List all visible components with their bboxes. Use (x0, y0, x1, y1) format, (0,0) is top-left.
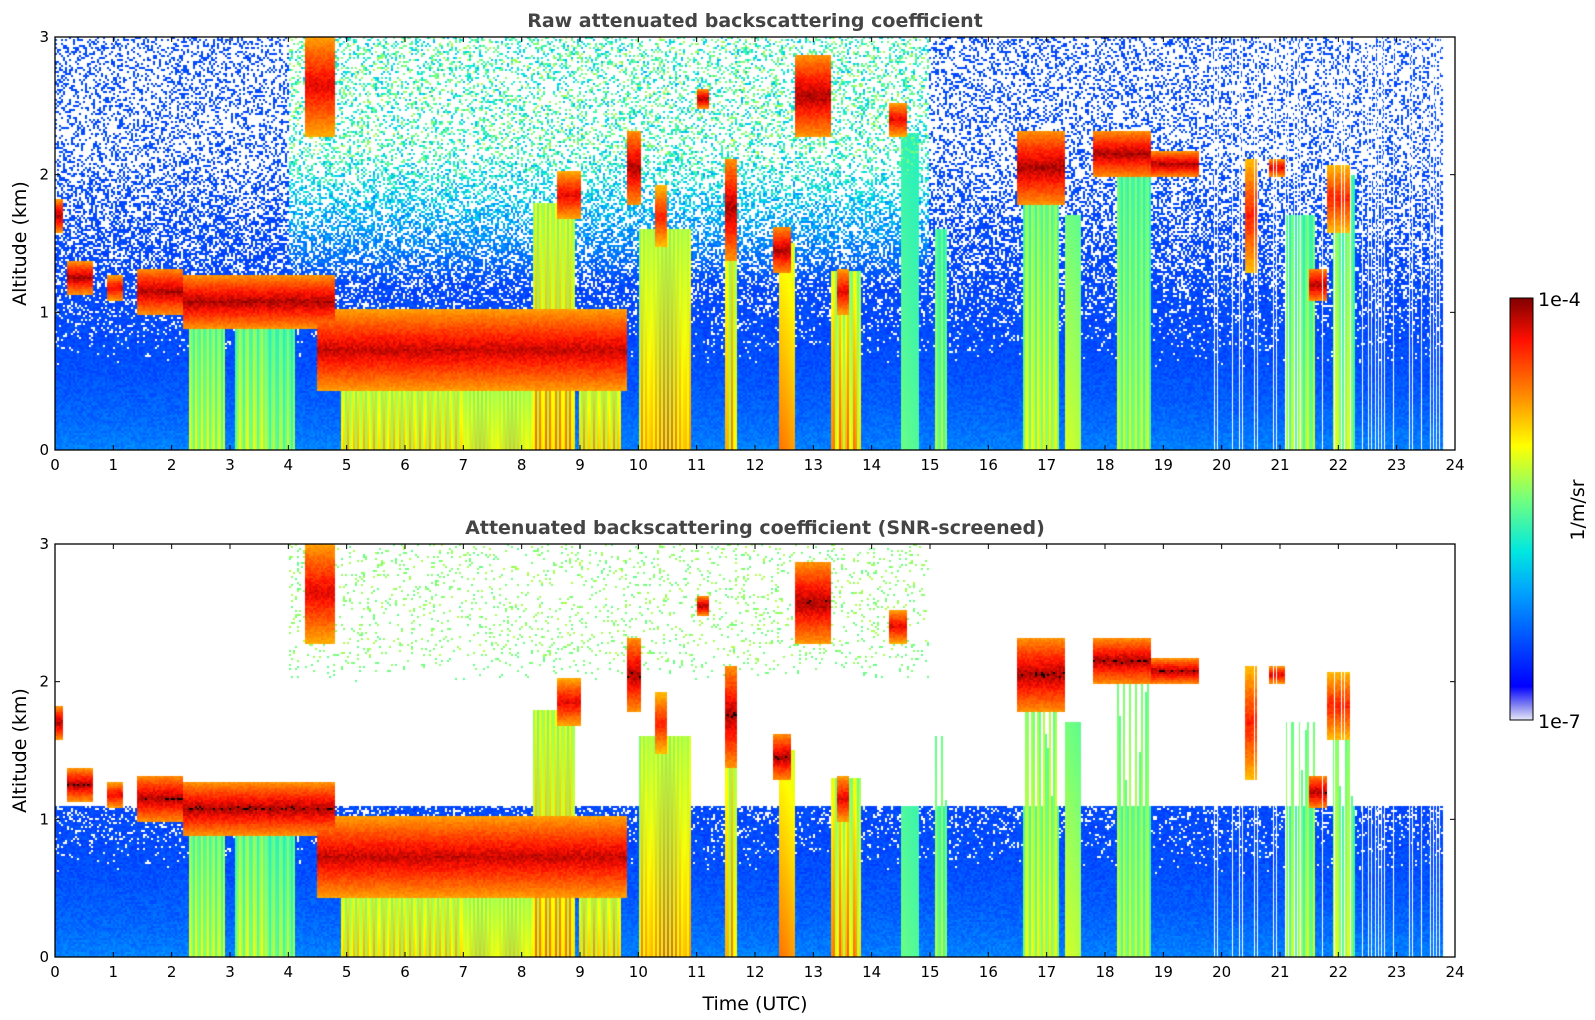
top-x-tick-label: 14 (862, 456, 881, 474)
bottom-x-tick-label: 5 (342, 963, 352, 981)
bottom-x-tick-label: 4 (284, 963, 294, 981)
top-y-tick-label: 0 (39, 441, 49, 459)
top-x-tick-label: 0 (50, 456, 60, 474)
top-x-tick-label: 1 (109, 456, 119, 474)
top-x-tick-label: 11 (687, 456, 706, 474)
colorbar-max-label: 1e-4 (1538, 289, 1581, 311)
bottom-ticks: 0 1 2 3 4 5 6 7 8 9 10 11 12 13 14 15 16 17 18 19 20 21 22 23 24… (39, 535, 1464, 981)
top-heatmap (55, 37, 1455, 450)
top-panel-title: Raw attenuated backscattering coefficien… (527, 10, 983, 32)
bottom-x-tick-label: 6 (400, 963, 410, 981)
bottom-x-tick-label: 16 (979, 963, 998, 981)
top-x-tick-label: 20 (1212, 456, 1231, 474)
colorbar: 1e-4 1e-7 1/m/sr (1509, 289, 1589, 733)
bottom-x-tick-label: 3 (225, 963, 235, 981)
bottom-x-tick-label: 20 (1212, 963, 1231, 981)
top-x-tick-label: 7 (459, 456, 469, 474)
bottom-y-tick-label: 0 (39, 948, 49, 966)
top-ticks: 0 1 2 3 4 5 6 7 8 9 10 11 12 13 14 15 16 17 18 19 20 21 22 23 24… (39, 28, 1464, 474)
bottom-x-tick-label: 14 (862, 963, 881, 981)
top-x-tick-label: 19 (1154, 456, 1173, 474)
top-panel: Raw attenuated backscattering coefficien… (9, 10, 1465, 474)
top-x-tick-label: 2 (167, 456, 177, 474)
bottom-y-tick-label: 3 (39, 535, 49, 553)
top-x-tick-label: 24 (1445, 456, 1464, 474)
top-x-tick-label: 15 (920, 456, 939, 474)
top-x-tick-label: 23 (1387, 456, 1406, 474)
top-x-tick-label: 17 (1037, 456, 1056, 474)
bottom-y-tick-label: 2 (39, 673, 49, 691)
bottom-x-tick-label: 19 (1154, 963, 1173, 981)
top-x-tick-label: 3 (225, 456, 235, 474)
bottom-x-tick-label: 15 (920, 963, 939, 981)
top-y-tick-label: 2 (39, 166, 49, 184)
top-x-tick-label: 10 (629, 456, 648, 474)
bottom-x-tick-label: 22 (1329, 963, 1348, 981)
top-x-tick-label: 4 (284, 456, 294, 474)
bottom-panel: Attenuated backscattering coefficient (S… (9, 517, 1465, 1015)
bottom-x-tick-label: 1 (109, 963, 119, 981)
bottom-x-tick-label: 21 (1270, 963, 1289, 981)
bottom-y-tick-label: 1 (39, 810, 49, 828)
colorbar-label: 1/m/sr (1567, 479, 1589, 540)
bottom-x-tick-label: 11 (687, 963, 706, 981)
bottom-x-tick-label: 0 (50, 963, 60, 981)
bottom-x-tick-label: 10 (629, 963, 648, 981)
bottom-x-tick-label: 18 (1095, 963, 1114, 981)
top-x-tick-label: 9 (575, 456, 585, 474)
bottom-x-tick-label: 17 (1037, 963, 1056, 981)
top-y-tick-label: 3 (39, 28, 49, 46)
x-axis-label: Time (UTC) (701, 993, 807, 1015)
top-x-tick-label: 21 (1270, 456, 1289, 474)
bottom-y-axis-label: Altitude (km) (9, 688, 31, 813)
top-x-tick-label: 5 (342, 456, 352, 474)
top-x-tick-label: 16 (979, 456, 998, 474)
bottom-heatmap (55, 544, 1455, 957)
bottom-x-tick-label: 23 (1387, 963, 1406, 981)
bottom-x-tick-label: 7 (459, 963, 469, 981)
bottom-panel-title: Attenuated backscattering coefficient (S… (465, 517, 1045, 539)
colorbar-gradient (1509, 297, 1534, 721)
top-y-axis-label: Altitude (km) (9, 181, 31, 306)
top-x-tick-label: 12 (745, 456, 764, 474)
top-x-tick-label: 22 (1329, 456, 1348, 474)
top-x-tick-label: 8 (517, 456, 527, 474)
top-x-tick-label: 6 (400, 456, 410, 474)
top-y-tick-label: 1 (39, 303, 49, 321)
bottom-x-tick-label: 9 (575, 963, 585, 981)
colorbar-min-label: 1e-7 (1538, 711, 1581, 733)
bottom-x-tick-label: 13 (804, 963, 823, 981)
top-x-tick-label: 18 (1095, 456, 1114, 474)
top-x-tick-label: 13 (804, 456, 823, 474)
bottom-x-tick-label: 12 (745, 963, 764, 981)
bottom-x-tick-label: 2 (167, 963, 177, 981)
bottom-x-tick-label: 24 (1445, 963, 1464, 981)
bottom-x-tick-label: 8 (517, 963, 527, 981)
